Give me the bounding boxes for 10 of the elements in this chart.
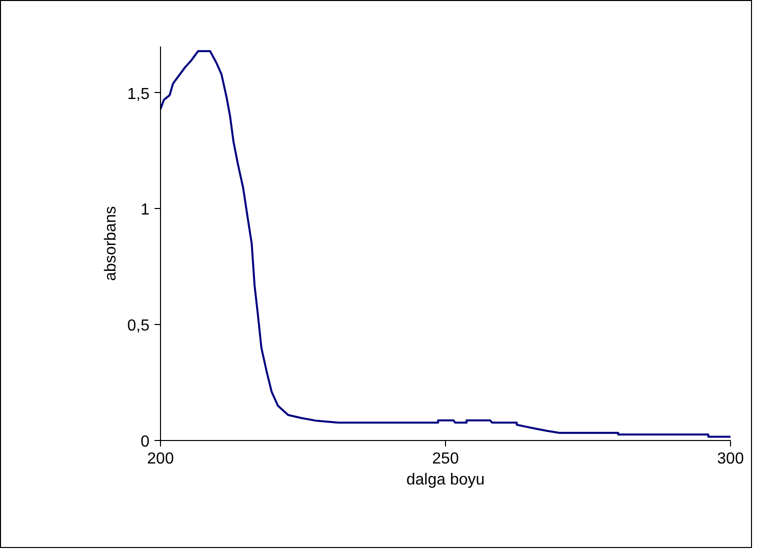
x-axis-title: dalga boyu (406, 472, 485, 488)
y-tick-label: 0 (140, 434, 150, 450)
x-tick-label: 200 (147, 450, 174, 468)
y-axis-title: absorbans (102, 206, 120, 281)
x-tick-label: 300 (717, 450, 744, 468)
y-tick-label: 1 (140, 202, 150, 219)
y-tick-label: 1,5 (127, 86, 150, 103)
x-tick-label: 250 (432, 450, 459, 468)
y-tick-label: 0,5 (127, 318, 150, 335)
line-series (160, 50, 730, 438)
